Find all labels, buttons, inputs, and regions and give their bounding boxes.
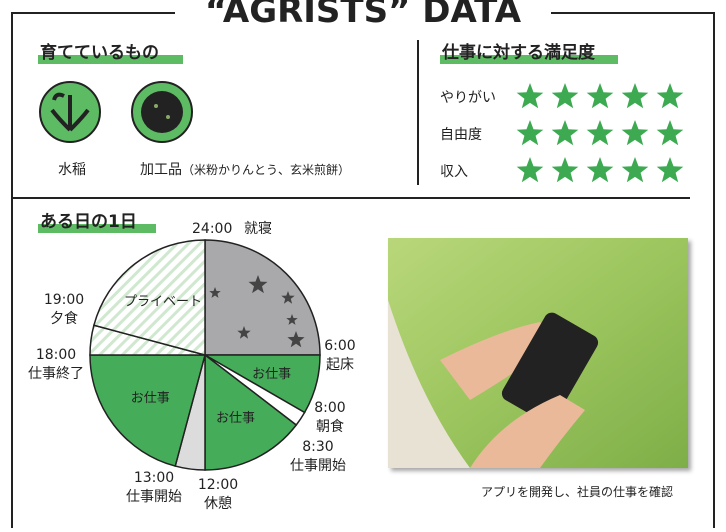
star xyxy=(552,83,579,108)
event-label: 朝食 xyxy=(316,418,344,435)
time-label: 12:00 xyxy=(198,477,238,493)
star xyxy=(517,120,544,145)
event-label: 夕食 xyxy=(50,310,78,327)
star xyxy=(587,83,614,108)
star xyxy=(517,83,544,108)
segment-label: お仕事 xyxy=(216,411,255,426)
star xyxy=(657,83,684,108)
heading: 仕事に対する満足度 xyxy=(441,42,596,63)
crop-label: 加工品（米粉かりんとう、玄米煎餅） xyxy=(140,162,350,178)
star xyxy=(552,157,579,182)
time-label: 18:00 xyxy=(36,347,76,363)
star xyxy=(622,157,649,182)
crop-note: （米粉かりんとう、玄米煎餅） xyxy=(182,162,350,177)
star xyxy=(587,157,614,182)
photo xyxy=(388,238,688,468)
crop-label: 加工品 xyxy=(140,162,182,178)
star xyxy=(657,120,684,145)
time-label: 8:00 xyxy=(314,400,345,416)
page: “AGRISTS” DATA 育てているもの 水稲 加工品（米粉かりんとう、玄米… xyxy=(0,0,726,528)
time-label: 8:30 xyxy=(302,439,333,455)
rating-label: 収入 xyxy=(440,164,468,180)
time-label: 13:00 xyxy=(134,470,174,486)
star xyxy=(622,83,649,108)
star xyxy=(587,120,614,145)
segment-label: お仕事 xyxy=(252,367,291,382)
heading: 育てているもの xyxy=(40,42,159,63)
title: “AGRISTS” DATA xyxy=(205,0,522,31)
star xyxy=(622,120,649,145)
star xyxy=(552,120,579,145)
event-label: 起床 xyxy=(326,357,354,373)
event-label: 仕事開始 xyxy=(126,489,182,505)
segment-label: お仕事 xyxy=(131,391,170,406)
segment-label: プライベート xyxy=(124,294,202,309)
time-label: 19:00 xyxy=(44,292,84,308)
time-label: 6:00 xyxy=(324,338,355,354)
event-label: 仕事開始 xyxy=(290,458,346,474)
rice-icon xyxy=(40,82,100,142)
heading: ある日の1日 xyxy=(40,212,137,232)
time-label: 24:00 xyxy=(192,221,232,237)
crop-label: 水稲 xyxy=(58,162,86,178)
event-label: 仕事終了 xyxy=(28,366,84,382)
star xyxy=(517,157,544,182)
event-label: 就寝 xyxy=(244,220,272,237)
event-label: 休憩 xyxy=(204,495,232,512)
star xyxy=(657,157,684,182)
infographic: “AGRISTS” DATA 育てているもの 水稲 加工品（米粉かりんとう、玄米… xyxy=(0,0,726,528)
product-icon xyxy=(132,82,192,142)
rating-label: 自由度 xyxy=(440,127,482,143)
photo-caption: アプリを開発し、社員の仕事を確認 xyxy=(481,484,673,499)
rating-label: やりがい xyxy=(440,90,496,106)
